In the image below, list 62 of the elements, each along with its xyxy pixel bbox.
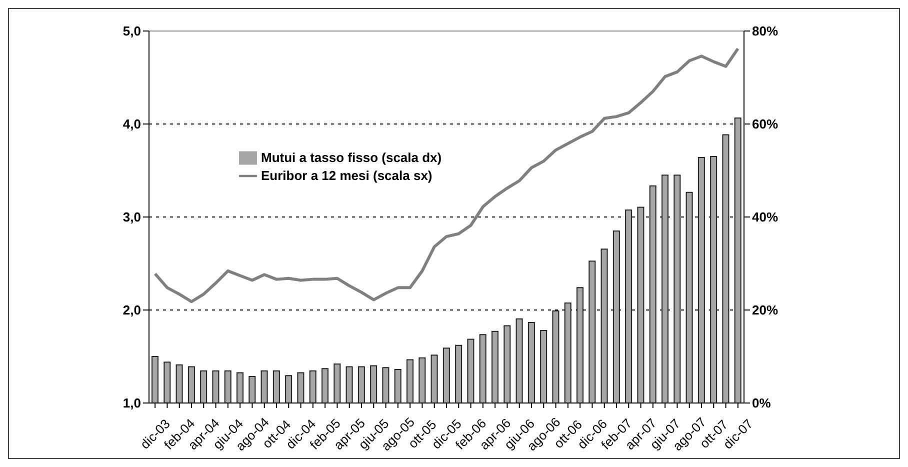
bar — [612, 230, 620, 403]
bar — [649, 185, 656, 403]
bar — [516, 318, 523, 403]
bar — [467, 338, 474, 403]
bar — [430, 354, 438, 403]
bar — [322, 368, 328, 403]
bar — [698, 156, 705, 403]
bar — [382, 367, 390, 403]
bar — [710, 156, 718, 403]
y2-tick-label: 0% — [752, 396, 772, 411]
bar — [504, 325, 511, 403]
bar — [394, 369, 402, 403]
bar — [540, 330, 548, 403]
bar — [152, 356, 158, 403]
bar — [334, 363, 341, 403]
bar — [442, 348, 450, 403]
bar — [285, 375, 292, 403]
y-tick-label: 4,0 — [122, 116, 141, 132]
legend-label: Euribor a 12 mesi (scala sx) — [261, 168, 432, 184]
bar — [492, 330, 498, 403]
y-tick-label: 5,0 — [122, 24, 141, 39]
bar — [600, 248, 608, 403]
bar — [346, 366, 353, 403]
bar — [370, 365, 378, 403]
bar — [200, 370, 208, 403]
bar — [248, 376, 256, 403]
line-series — [154, 47, 740, 304]
bar — [297, 372, 304, 403]
y-tick-label: 2,0 — [122, 302, 141, 318]
bar — [552, 310, 560, 403]
y2-tick-label: 40% — [752, 210, 778, 225]
bar — [637, 206, 644, 403]
bar — [479, 334, 486, 403]
bar — [260, 370, 268, 403]
bar — [272, 370, 280, 403]
bar — [309, 370, 316, 403]
bar — [686, 192, 693, 403]
bar — [176, 364, 183, 403]
y-tick-label: 3,0 — [122, 210, 141, 225]
bar — [212, 370, 220, 403]
bar — [224, 370, 232, 403]
y2-tick-label: 20% — [752, 302, 778, 318]
y2-tick-label: 80% — [752, 24, 778, 39]
y-tick-label: 1,0 — [122, 396, 141, 411]
bar — [236, 372, 244, 403]
bar — [625, 210, 632, 403]
bar — [564, 302, 572, 403]
bar — [576, 287, 584, 403]
bar — [588, 260, 596, 403]
bar — [406, 359, 414, 403]
bar — [528, 322, 535, 403]
bar — [164, 362, 171, 403]
y2-tick-label: 60% — [752, 116, 778, 132]
bar — [722, 134, 730, 403]
bar — [662, 174, 668, 403]
bar — [188, 366, 195, 403]
bar — [358, 366, 365, 403]
bar — [418, 357, 426, 403]
bar — [455, 344, 462, 403]
bar — [734, 117, 742, 403]
legend-label: Mutui a tasso fisso (scala dx) — [261, 150, 442, 166]
bar — [674, 174, 681, 403]
